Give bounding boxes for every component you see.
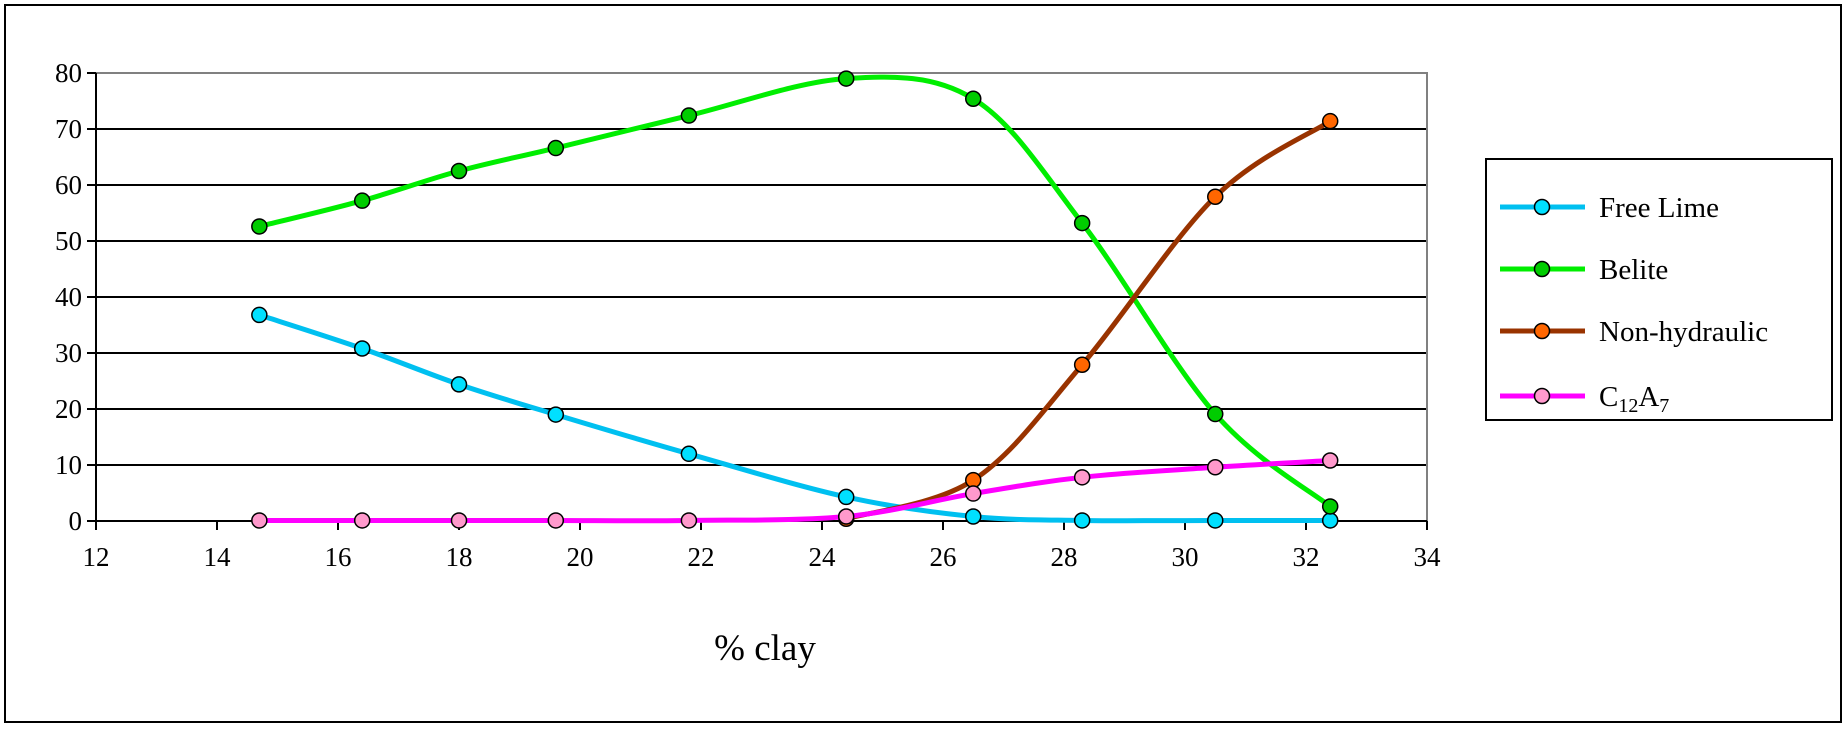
- legend-entry: C12A7: [1500, 381, 1669, 417]
- legend-swatch-marker: [1533, 387, 1551, 405]
- x-tick-label: 16: [325, 542, 352, 572]
- y-tick-label: 60: [55, 170, 82, 200]
- tick-labels: 0 10 20 30 40 50 60 70 80 12 14 16 18 20 22 24 26 28 30 32 3…: [55, 58, 1441, 572]
- y-tick-label: 10: [55, 450, 82, 480]
- data-point: [1073, 469, 1091, 486]
- legend-label-part: A: [1638, 381, 1659, 413]
- data-point: [837, 488, 855, 506]
- data-point: [965, 508, 982, 525]
- legend-label: C12A7: [1599, 381, 1669, 417]
- x-tick-label: 24: [809, 542, 837, 572]
- data-point: [1073, 512, 1091, 529]
- legend-label-subscript: 12: [1618, 395, 1638, 417]
- x-tick-label: 26: [930, 542, 957, 572]
- data-point: [1073, 214, 1091, 232]
- x-tick-label: 12: [83, 542, 110, 572]
- data-point: [965, 485, 982, 502]
- legend-entry: Non-hydraulic: [1500, 316, 1768, 348]
- data-point: [680, 445, 698, 463]
- data-point: [1207, 188, 1224, 206]
- series-0: [251, 306, 1339, 529]
- legend-entry: Belite: [1500, 254, 1668, 286]
- y-tick-label: 70: [55, 114, 82, 144]
- grid-lines: [96, 72, 1427, 466]
- data-point: [547, 512, 565, 529]
- x-axis-title: % clay: [714, 628, 816, 669]
- data-point: [1321, 498, 1339, 515]
- series-1: [251, 70, 1339, 515]
- y-tick-label: 50: [55, 226, 82, 256]
- data-point: [353, 340, 371, 357]
- axes: [87, 72, 1428, 530]
- data-point: [1207, 405, 1224, 423]
- x-tick-label: 14: [204, 542, 232, 572]
- series-line: [258, 74, 1332, 509]
- legend-entry: Free Lime: [1500, 192, 1719, 224]
- legend: Free Lime Belite Non-hydraulic C12A7: [1485, 158, 1833, 421]
- legend-swatch-marker: [1533, 260, 1551, 278]
- x-tick-label: 22: [688, 542, 715, 572]
- data-point: [547, 139, 565, 157]
- legend-label: Free Lime: [1599, 192, 1719, 224]
- x-tick-label: 32: [1293, 542, 1320, 572]
- data-point: [450, 376, 468, 393]
- x-tick-label: 20: [567, 542, 594, 572]
- data-point: [1321, 452, 1339, 469]
- series-line: [258, 312, 1331, 524]
- x-tick-label: 28: [1051, 542, 1078, 572]
- data-point: [1207, 512, 1224, 529]
- series-line: [845, 119, 1332, 522]
- data-point: [1321, 112, 1339, 130]
- data-point: [353, 192, 371, 209]
- data-point: [251, 218, 268, 235]
- data-point: [1321, 512, 1339, 529]
- data-point: [450, 512, 468, 529]
- series-3: [251, 452, 1339, 529]
- data-point: [1073, 356, 1091, 374]
- series-line: [259, 458, 1331, 524]
- y-tick-label: 80: [55, 58, 82, 88]
- y-tick-label: 40: [55, 282, 82, 312]
- legend-label-part: C: [1599, 381, 1618, 413]
- legend-swatch-marker: [1533, 198, 1551, 216]
- legend-label-subscript: 7: [1659, 395, 1669, 417]
- data-point: [251, 512, 268, 529]
- data-point: [837, 508, 855, 525]
- y-tick-label: 30: [55, 338, 82, 368]
- data-point: [353, 512, 371, 529]
- data-point: [1207, 458, 1224, 476]
- data-point: [450, 162, 468, 180]
- data-point: [251, 306, 268, 324]
- x-tick-label: 34: [1414, 542, 1442, 572]
- legend-label: Non-hydraulic: [1599, 316, 1768, 348]
- legend-swatch-marker: [1533, 322, 1551, 340]
- x-tick-label: 18: [446, 542, 473, 572]
- y-tick-label: 0: [69, 506, 83, 536]
- data-point: [680, 107, 698, 124]
- data-point: [837, 70, 855, 87]
- y-tick-label: 20: [55, 394, 82, 424]
- x-tick-label: 30: [1172, 542, 1199, 572]
- legend-label: Belite: [1599, 254, 1668, 286]
- data-point: [680, 512, 698, 529]
- series: [251, 70, 1339, 529]
- data-point: [547, 406, 565, 423]
- data-point: [965, 90, 982, 108]
